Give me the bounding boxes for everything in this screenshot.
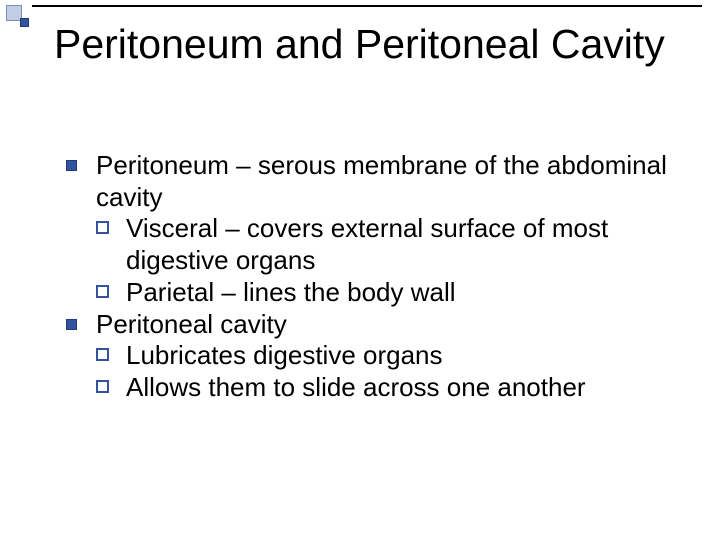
hollow-square-bullet-icon xyxy=(96,221,109,234)
bullet-item: Peritoneum – serous membrane of the abdo… xyxy=(62,150,690,213)
slide: Peritoneum and Peritoneal Cavity Periton… xyxy=(0,0,720,540)
square-bullet-icon xyxy=(66,319,77,330)
sub-bullet-item: Parietal – lines the body wall xyxy=(96,277,690,309)
slide-body: Peritoneum – serous membrane of the abdo… xyxy=(62,150,690,404)
corner-decoration xyxy=(0,0,50,50)
bullet-text: Peritoneum – serous membrane of the abdo… xyxy=(96,150,667,212)
hollow-square-bullet-icon xyxy=(96,285,109,298)
sub-bullet-text: Visceral – covers external surface of mo… xyxy=(126,213,608,275)
top-rule xyxy=(32,5,702,7)
sub-bullet-text: Lubricates digestive organs xyxy=(126,340,443,370)
slide-title: Peritoneum and Peritoneal Cavity xyxy=(54,22,690,68)
hollow-square-bullet-icon xyxy=(96,348,109,361)
sub-bullet-text: Allows them to slide across one another xyxy=(126,372,586,402)
hollow-square-bullet-icon xyxy=(96,380,109,393)
bullet-text: Peritoneal cavity xyxy=(96,309,287,339)
sub-bullet-item: Allows them to slide across one another xyxy=(96,372,690,404)
sub-bullet-item: Lubricates digestive organs xyxy=(96,340,690,372)
sub-bullet-text: Parietal – lines the body wall xyxy=(126,277,456,307)
bullet-item: Peritoneal cavity xyxy=(62,309,690,341)
square-bullet-icon xyxy=(66,160,77,171)
sub-bullet-item: Visceral – covers external surface of mo… xyxy=(96,213,690,276)
